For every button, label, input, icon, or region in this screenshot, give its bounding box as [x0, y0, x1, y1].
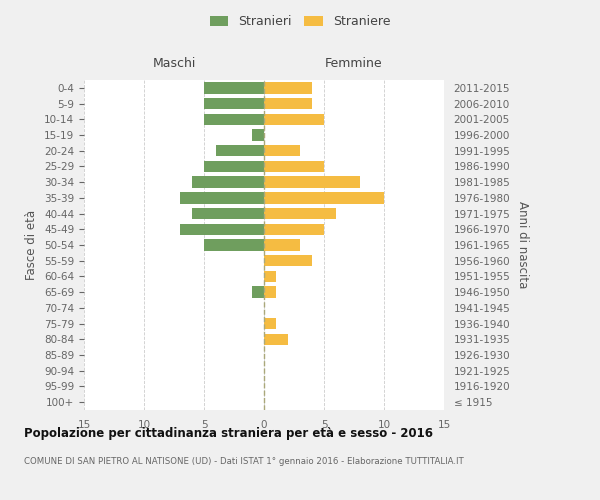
Text: Popolazione per cittadinanza straniera per età e sesso - 2016: Popolazione per cittadinanza straniera p…	[24, 428, 433, 440]
Text: Femmine: Femmine	[325, 57, 383, 70]
Bar	[264, 255, 312, 266]
Bar	[252, 130, 264, 140]
Bar	[264, 224, 324, 235]
Bar	[264, 98, 312, 109]
Bar	[192, 208, 264, 219]
Bar	[192, 176, 264, 188]
Bar	[204, 240, 264, 250]
Bar	[216, 145, 264, 156]
Bar	[204, 98, 264, 109]
Bar	[204, 114, 264, 125]
Bar	[264, 334, 288, 345]
Text: COMUNE DI SAN PIETRO AL NATISONE (UD) - Dati ISTAT 1° gennaio 2016 - Elaborazion: COMUNE DI SAN PIETRO AL NATISONE (UD) - …	[24, 458, 464, 466]
Bar	[264, 318, 276, 329]
Bar	[180, 192, 264, 203]
Y-axis label: Anni di nascita: Anni di nascita	[516, 202, 529, 288]
Bar	[264, 145, 300, 156]
Bar	[264, 161, 324, 172]
Bar	[180, 224, 264, 235]
Bar	[264, 176, 360, 188]
Y-axis label: Fasce di età: Fasce di età	[25, 210, 38, 280]
Bar	[204, 161, 264, 172]
Bar	[264, 208, 336, 219]
Legend: Stranieri, Straniere: Stranieri, Straniere	[206, 11, 394, 32]
Bar	[264, 240, 300, 250]
Bar	[264, 286, 276, 298]
Bar	[264, 271, 276, 282]
Bar	[204, 82, 264, 94]
Bar	[264, 82, 312, 94]
Bar	[252, 286, 264, 298]
Bar	[264, 192, 384, 203]
Bar	[264, 114, 324, 125]
Text: Maschi: Maschi	[152, 57, 196, 70]
